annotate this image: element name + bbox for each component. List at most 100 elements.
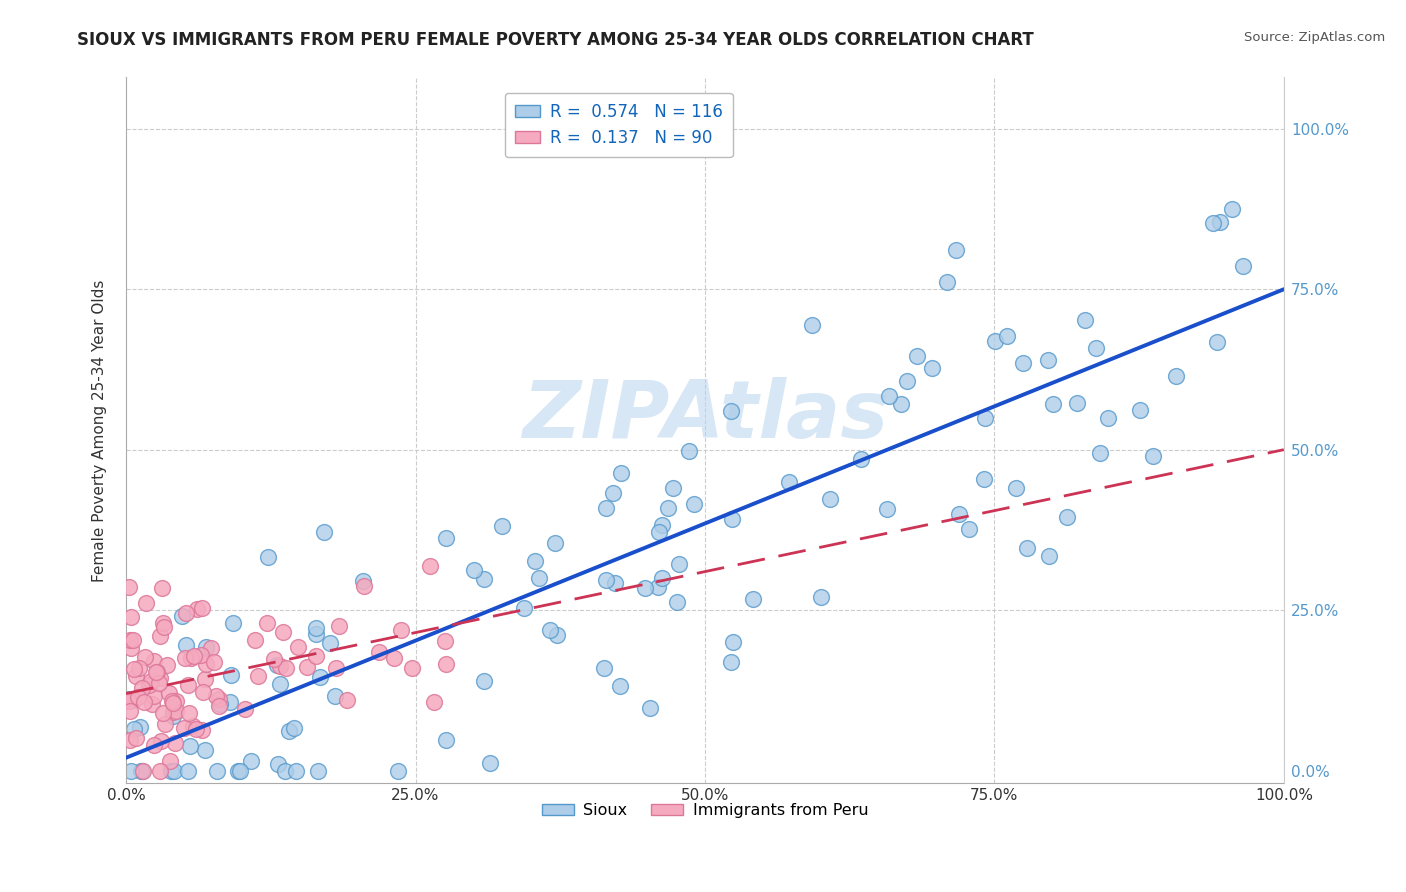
Point <box>463 563 485 577</box>
Point <box>267 757 290 772</box>
Point <box>269 677 291 691</box>
Point <box>127 690 149 704</box>
Point <box>153 717 176 731</box>
Point <box>647 580 669 594</box>
Point <box>174 650 197 665</box>
Point <box>665 595 688 609</box>
Point <box>984 334 1007 348</box>
Point <box>651 517 673 532</box>
Point <box>124 723 146 737</box>
Point <box>118 694 141 708</box>
Point <box>120 764 142 778</box>
Point <box>1085 341 1108 355</box>
Point <box>1036 352 1059 367</box>
Point <box>478 756 501 771</box>
Point <box>269 658 291 673</box>
Point <box>1042 397 1064 411</box>
Point <box>890 396 912 410</box>
Point <box>538 623 561 637</box>
Point <box>721 635 744 649</box>
Point <box>314 524 336 539</box>
Point <box>125 731 148 746</box>
Point <box>145 665 167 680</box>
Point <box>152 616 174 631</box>
Point <box>1012 355 1035 369</box>
Point <box>640 701 662 715</box>
Point <box>304 621 326 635</box>
Point <box>602 486 624 500</box>
Point <box>186 602 208 616</box>
Point <box>948 508 970 522</box>
Point <box>603 576 626 591</box>
Point <box>177 678 200 692</box>
Point <box>434 657 457 672</box>
Point <box>205 689 228 703</box>
Point <box>876 502 898 516</box>
Point <box>246 669 269 683</box>
Point <box>256 550 278 565</box>
Point <box>157 686 180 700</box>
Point <box>401 661 423 675</box>
Point <box>936 276 959 290</box>
Text: SIOUX VS IMMIGRANTS FROM PERU FEMALE POVERTY AMONG 25-34 YEAR OLDS CORRELATION C: SIOUX VS IMMIGRANTS FROM PERU FEMALE POV… <box>77 31 1033 49</box>
Point <box>124 662 146 676</box>
Point <box>152 706 174 721</box>
Point <box>1074 313 1097 327</box>
Point <box>135 596 157 610</box>
Point <box>973 472 995 486</box>
Point <box>148 675 170 690</box>
Point <box>721 512 744 526</box>
Point <box>148 671 170 685</box>
Point <box>648 525 671 540</box>
Point <box>801 318 824 332</box>
Point <box>678 443 700 458</box>
Point <box>183 649 205 664</box>
Point <box>263 652 285 666</box>
Point <box>742 591 765 606</box>
Point <box>173 721 195 735</box>
Point <box>159 764 181 778</box>
Y-axis label: Female Poverty Among 25-34 Year Olds: Female Poverty Among 25-34 Year Olds <box>93 279 107 582</box>
Point <box>1066 396 1088 410</box>
Point <box>165 736 187 750</box>
Point <box>1202 216 1225 230</box>
Point <box>138 678 160 692</box>
Point <box>434 732 457 747</box>
Point <box>219 668 242 682</box>
Point <box>1097 411 1119 425</box>
Point <box>271 625 294 640</box>
Point <box>529 571 551 585</box>
Point <box>1056 510 1078 524</box>
Point <box>328 619 350 633</box>
Point <box>219 696 242 710</box>
Point <box>382 651 405 665</box>
Point <box>896 374 918 388</box>
Point <box>319 635 342 649</box>
Point <box>523 554 546 568</box>
Point <box>491 518 513 533</box>
Point <box>1005 481 1028 495</box>
Point <box>1129 403 1152 417</box>
Point <box>877 389 900 403</box>
Point <box>162 694 184 708</box>
Point <box>243 633 266 648</box>
Point <box>191 723 214 738</box>
Point <box>1164 369 1187 384</box>
Point <box>323 689 346 703</box>
Point <box>134 695 156 709</box>
Point <box>240 754 263 768</box>
Point <box>651 571 673 585</box>
Point <box>283 721 305 735</box>
Point <box>194 742 217 756</box>
Point <box>120 704 142 718</box>
Point <box>595 573 617 587</box>
Point <box>176 764 198 778</box>
Point <box>352 574 374 589</box>
Point <box>152 620 174 634</box>
Point <box>353 579 375 593</box>
Point <box>668 558 690 572</box>
Point <box>226 764 249 778</box>
Point <box>150 581 173 595</box>
Point <box>142 739 165 753</box>
Point <box>170 609 193 624</box>
